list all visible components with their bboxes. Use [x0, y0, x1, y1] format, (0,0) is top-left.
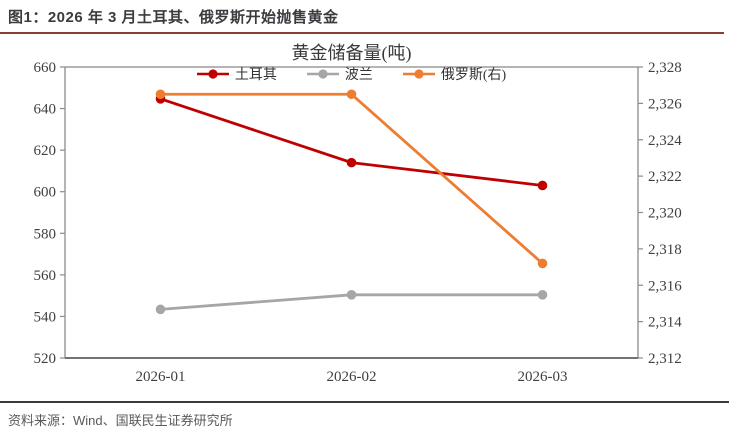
series-line-土耳其 [159, 97, 544, 187]
legend-label: 俄罗斯(右) [440, 68, 507, 83]
left-axis-tick-label: 640 [34, 102, 57, 118]
left-axis-tick-label: 580 [34, 226, 57, 242]
legend-marker-icon [196, 69, 229, 79]
legend-item-波兰: 波兰 [306, 64, 373, 84]
legend-marker-icon [306, 69, 339, 79]
data-point-土耳其 [346, 157, 357, 168]
x-axis-label: 2026-02 [327, 369, 377, 385]
data-point-俄罗斯(右) [155, 89, 166, 100]
x-axis-label: 2026-01 [136, 369, 186, 385]
data-point-土耳其 [537, 180, 548, 191]
right-axis-tick-label: 2,312 [648, 351, 682, 367]
footer-rule [0, 401, 729, 403]
legend-label: 波兰 [344, 68, 373, 83]
left-axis-tick-label: 560 [34, 268, 57, 284]
title-underline [0, 32, 724, 34]
right-axis-tick-label: 2,318 [648, 242, 682, 258]
data-point-波兰 [346, 290, 357, 300]
right-axis-tick-label: 2,322 [648, 169, 682, 185]
left-axis-tick-label: 540 [34, 309, 57, 325]
data-point-波兰 [155, 304, 166, 315]
chart-legend: 土耳其 波兰 俄罗斯(右) [65, 64, 638, 84]
data-point-波兰 [537, 290, 548, 300]
right-axis-tick-label: 2,326 [648, 96, 682, 112]
left-axis-tick-label: 660 [34, 60, 57, 76]
right-axis-tick-label: 2,314 [648, 315, 682, 331]
chart-title: 黄金储备量(吨) [291, 43, 412, 63]
left-axis-tick-label: 620 [34, 143, 57, 159]
x-axis-label: 2026-03 [518, 369, 568, 385]
right-axis-tick-label: 2,328 [648, 60, 682, 76]
data-point-俄罗斯(右) [537, 258, 548, 269]
source-note: 资料来源：Wind、国联民生证券研究所 [8, 413, 233, 428]
right-axis-tick-label: 2,316 [648, 278, 682, 294]
right-axis-tick-label: 2,320 [648, 206, 682, 222]
figure-title: 图1：2026 年 3 月土耳其、俄罗斯开始抛售黄金 [8, 9, 339, 26]
legend-marker-icon [402, 69, 435, 79]
legend-label: 土耳其 [234, 68, 277, 83]
left-axis-tick-label: 520 [34, 351, 57, 367]
legend-item-土耳其: 土耳其 [196, 64, 277, 84]
plot-border [64, 66, 639, 359]
data-point-俄罗斯(右) [346, 89, 357, 100]
right-axis-tick-label: 2,324 [648, 133, 682, 149]
legend-item-俄罗斯(右): 俄罗斯(右) [402, 64, 507, 84]
left-axis-tick-label: 600 [34, 185, 57, 201]
